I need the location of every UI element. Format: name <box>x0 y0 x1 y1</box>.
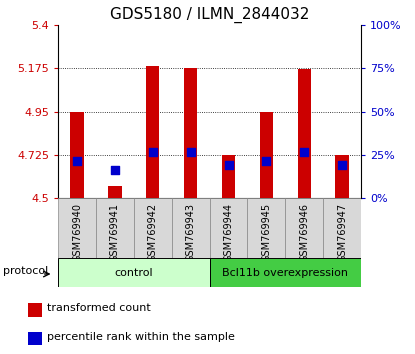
Text: GSM769942: GSM769942 <box>148 203 158 262</box>
Title: GDS5180 / ILMN_2844032: GDS5180 / ILMN_2844032 <box>110 7 309 23</box>
Bar <box>298 69 311 198</box>
FancyBboxPatch shape <box>172 198 210 258</box>
Text: GSM769945: GSM769945 <box>261 203 271 262</box>
FancyBboxPatch shape <box>247 198 286 258</box>
Text: percentile rank within the sample: percentile rank within the sample <box>47 332 235 342</box>
Bar <box>28 332 42 345</box>
FancyBboxPatch shape <box>58 198 96 258</box>
Text: GSM769940: GSM769940 <box>72 203 82 262</box>
Point <box>187 149 194 155</box>
Bar <box>71 112 84 198</box>
Point <box>225 162 232 167</box>
Bar <box>222 155 235 198</box>
FancyBboxPatch shape <box>210 258 361 287</box>
Point <box>112 167 118 173</box>
Text: Bcl11b overexpression: Bcl11b overexpression <box>222 268 348 278</box>
FancyBboxPatch shape <box>58 258 210 287</box>
Text: GSM769944: GSM769944 <box>224 203 234 262</box>
Point <box>301 149 308 155</box>
Bar <box>108 186 122 198</box>
Point <box>339 162 345 167</box>
Bar <box>184 68 197 198</box>
Text: control: control <box>115 268 153 278</box>
FancyBboxPatch shape <box>134 198 172 258</box>
Point <box>74 158 81 164</box>
Bar <box>146 66 159 198</box>
Text: GSM769941: GSM769941 <box>110 203 120 262</box>
Bar <box>28 303 42 317</box>
FancyBboxPatch shape <box>286 198 323 258</box>
Text: GSM769943: GSM769943 <box>186 203 195 262</box>
FancyBboxPatch shape <box>96 198 134 258</box>
FancyBboxPatch shape <box>210 198 247 258</box>
Bar <box>260 113 273 198</box>
FancyBboxPatch shape <box>323 198 361 258</box>
Text: GSM769947: GSM769947 <box>337 203 347 262</box>
Bar <box>335 155 349 198</box>
Point <box>263 158 270 164</box>
Text: transformed count: transformed count <box>47 303 151 313</box>
Text: protocol: protocol <box>3 266 48 276</box>
Point <box>149 149 156 155</box>
Text: GSM769946: GSM769946 <box>299 203 309 262</box>
